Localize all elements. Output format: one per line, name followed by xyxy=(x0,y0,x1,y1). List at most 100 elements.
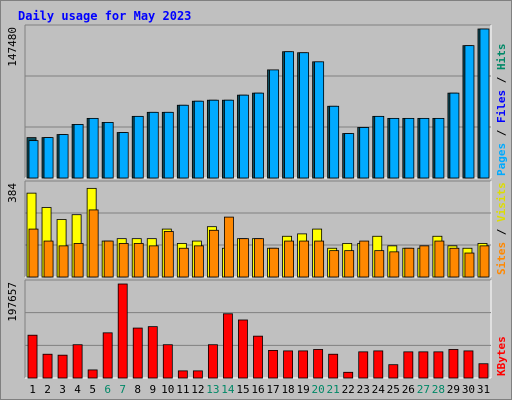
bar-kbytes-day-23 xyxy=(358,351,369,379)
bar-kbytes-day-6 xyxy=(102,332,113,379)
x-tick-label: 10 xyxy=(161,383,174,396)
bar-kbytes-day-11 xyxy=(177,370,188,379)
legend-entry: KBytes xyxy=(495,336,508,376)
bar-sites-day-4 xyxy=(73,243,84,278)
legend-entry: / xyxy=(495,70,508,90)
x-tick-label: 16 xyxy=(251,383,264,396)
bar-pages-day-8 xyxy=(133,115,144,179)
bar-pages-day-5 xyxy=(88,117,99,179)
bar-sites-day-3 xyxy=(58,245,69,278)
bar-pages-day-20 xyxy=(314,61,325,179)
bar-pages-day-11 xyxy=(178,104,189,179)
x-tick-label: 31 xyxy=(477,383,490,396)
bar-pages-day-21 xyxy=(329,105,340,179)
legend-kbytes: KBytes xyxy=(495,336,508,376)
x-tick-label: 29 xyxy=(447,383,460,396)
legend-entry: Sites xyxy=(495,242,508,275)
bar-kbytes-day-30 xyxy=(463,350,474,379)
y-max-label: 384 xyxy=(6,183,19,203)
bar-kbytes-day-19 xyxy=(298,350,309,379)
bar-kbytes-day-20 xyxy=(313,349,324,379)
x-tick-label: 24 xyxy=(372,383,386,396)
bar-kbytes-day-13 xyxy=(207,344,218,379)
x-tick-label: 23 xyxy=(357,383,370,396)
x-tick-label: 25 xyxy=(387,383,400,396)
bar-pages-day-4 xyxy=(73,124,84,179)
bar-kbytes-day-28 xyxy=(433,351,444,379)
x-tick-label: 13 xyxy=(206,383,219,396)
bar-kbytes-day-17 xyxy=(268,350,278,379)
x-tick-label: 7 xyxy=(119,383,126,396)
x-tick-label: 19 xyxy=(296,383,309,396)
x-tick-label: 5 xyxy=(89,383,96,396)
bar-sites-day-5 xyxy=(88,209,99,278)
x-tick-label: 18 xyxy=(281,383,294,396)
bar-pages-day-17 xyxy=(269,69,279,179)
bar-sites-day-14 xyxy=(224,216,234,278)
bar-pages-day-31 xyxy=(479,28,490,179)
bar-sites-day-29 xyxy=(449,247,460,278)
bar-kbytes-day-7 xyxy=(117,283,128,379)
bar-kbytes-day-8 xyxy=(132,327,143,379)
panel-visits-sites: 384 Sites / Visits xyxy=(6,180,508,278)
x-tick-label: 4 xyxy=(74,383,81,396)
x-tick-label: 8 xyxy=(134,383,141,396)
panel-pages-files-hits: 147480 Pages / Files / Hits xyxy=(6,24,508,179)
bar-kbytes-day-21 xyxy=(328,353,339,379)
bar-kbytes-day-25 xyxy=(388,364,399,379)
bar-pages-day-1 xyxy=(28,140,39,179)
bar-sites-day-16 xyxy=(254,238,264,278)
bar-pages-day-28 xyxy=(434,117,445,179)
x-tick-label: 2 xyxy=(44,383,51,396)
x-tick-label: 1 xyxy=(29,383,36,396)
bar-sites-day-26 xyxy=(404,247,415,278)
bar-pages-day-9 xyxy=(148,111,159,179)
y-max-label: 197657 xyxy=(6,282,19,322)
x-axis-day-labels: 1 2 3 4 5 6 7 8 9 10 11 12 13 14 15 16 17 18 19 20 21 22 23 24 2… xyxy=(29,383,490,396)
bar-kbytes-day-2 xyxy=(42,353,53,379)
bar-pages-day-6 xyxy=(103,122,114,179)
bar-pages-day-26 xyxy=(404,117,415,179)
x-tick-label: 6 xyxy=(104,383,111,396)
bar-pages-day-13 xyxy=(208,99,219,179)
x-tick-label: 9 xyxy=(149,383,156,396)
x-tick-label: 15 xyxy=(236,383,249,396)
bar-pages-day-24 xyxy=(374,115,385,179)
bar-sites-day-21 xyxy=(329,250,340,278)
bar-pages-day-15 xyxy=(239,94,249,179)
bar-kbytes-day-3 xyxy=(57,354,68,379)
x-tick-label: 11 xyxy=(176,383,189,396)
legend-entry: Hits xyxy=(495,44,508,71)
x-tick-label: 3 xyxy=(59,383,66,396)
bar-sites-day-19 xyxy=(299,240,310,278)
x-tick-label: 30 xyxy=(462,383,475,396)
x-tick-label: 21 xyxy=(327,383,340,396)
bar-sites-day-28 xyxy=(434,240,445,278)
x-tick-label: 28 xyxy=(432,383,445,396)
bar-kbytes-day-29 xyxy=(448,349,459,379)
x-tick-label: 12 xyxy=(191,383,204,396)
bar-kbytes-day-15 xyxy=(238,319,248,379)
bar-pages-day-25 xyxy=(389,117,400,179)
x-tick-label: 14 xyxy=(221,383,235,396)
bar-kbytes-day-1 xyxy=(27,334,38,379)
bar-sites-day-23 xyxy=(359,240,370,278)
x-tick-label: 26 xyxy=(402,383,415,396)
bar-pages-day-19 xyxy=(299,52,310,179)
bar-pages-day-12 xyxy=(193,100,204,179)
bar-kbytes-day-14 xyxy=(223,313,233,379)
bar-kbytes-day-31 xyxy=(478,363,489,379)
bar-pages-day-16 xyxy=(254,92,264,179)
bar-pages-day-22 xyxy=(344,133,355,179)
bar-pages-day-27 xyxy=(419,117,430,179)
bar-sites-day-27 xyxy=(419,245,430,278)
bar-pages-day-7 xyxy=(118,132,129,179)
bar-sites-day-20 xyxy=(314,240,325,278)
bar-sites-day-15 xyxy=(239,238,249,278)
bar-sites-day-18 xyxy=(284,240,294,278)
legend-entry: Visits xyxy=(495,182,508,222)
bar-pages-day-29 xyxy=(449,92,460,179)
chart-title: Daily usage for May 2023 xyxy=(18,9,191,23)
bar-kbytes-day-24 xyxy=(373,350,384,379)
